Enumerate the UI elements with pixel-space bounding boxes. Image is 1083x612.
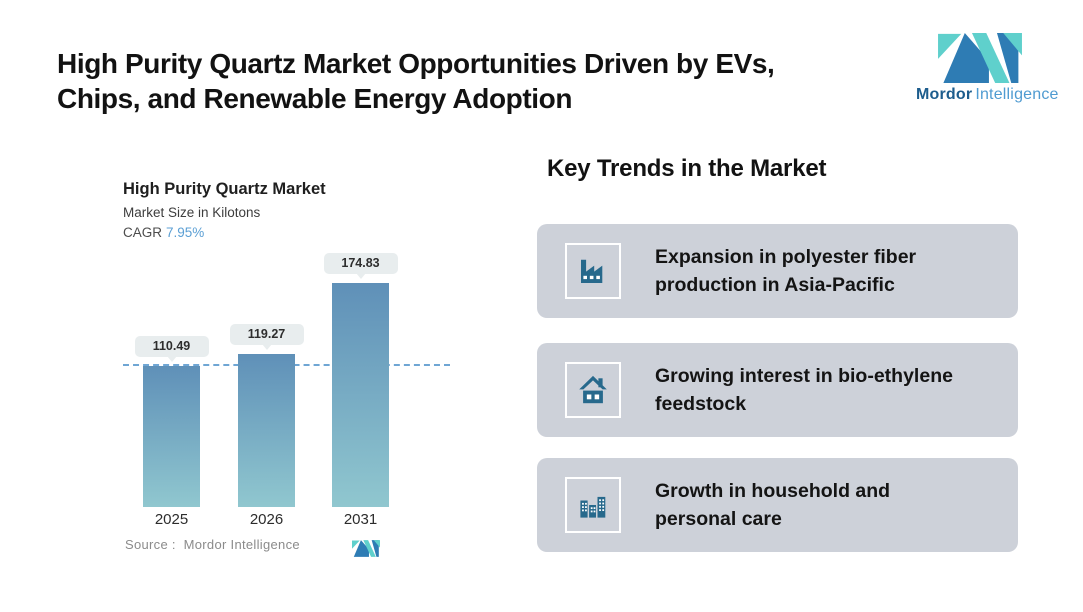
value-label-2031: 174.83 (323, 253, 398, 279)
chart-subtitle: Market Size in Kilotons (123, 205, 261, 220)
page-title: High Purity Quartz Market Opportunities … (57, 48, 775, 114)
key-trends: Key Trends in the Market Expansion in po… (537, 0, 1018, 612)
market-chart: High Purity Quartz Market Market Size in… (123, 180, 450, 590)
value-label-2025: 110.49 (134, 336, 209, 362)
brand-logo: Mordor Intelligence (916, 33, 1058, 104)
bar-plot: 110.49 119.27 174.83 (123, 245, 450, 507)
brand-name-primary: Mordor (916, 86, 973, 103)
brand-name-secondary: Intelligence (975, 86, 1059, 103)
trend-icon-box (565, 477, 621, 533)
bar-2026 (238, 354, 295, 507)
cagr-value: 7.95% (166, 225, 205, 240)
value-label-2026: 119.27 (229, 324, 304, 350)
source-text: Source : Mordor Intelligence (125, 537, 300, 552)
trend-text: Growing interest in bio-ethylene feedsto… (655, 365, 953, 415)
trend-text: Expansion in polyester fiber production … (655, 246, 917, 296)
mordor-intelligence-logo-icon-small (352, 540, 380, 557)
bar-2025 (143, 366, 200, 507)
bar-2031 (332, 283, 389, 507)
house-icon (579, 375, 607, 404)
x-tick-2031: 2031 (343, 511, 378, 528)
chart-cagr: CAGR 7.95% (123, 225, 450, 240)
trend-card-bio-ethylene: Growing interest in bio-ethylene feedsto… (537, 343, 1018, 437)
trend-icon-box (565, 362, 621, 418)
brand-name: Mordor Intelligence (916, 86, 1058, 104)
x-tick-2026: 2026 (249, 511, 284, 528)
x-tick-2025: 2025 (154, 511, 189, 528)
buildings-icon (580, 496, 606, 518)
factory-icon (581, 259, 603, 283)
chart-title: High Purity Quartz Market (123, 180, 326, 198)
trend-card-polyester-fiber: Expansion in polyester fiber production … (537, 224, 1018, 318)
trend-text: Growth in household and personal care (655, 480, 891, 530)
trends-heading: Key Trends in the Market (547, 155, 827, 182)
cagr-label: CAGR (123, 225, 163, 240)
trend-card-household-care: Growth in household and personal care (537, 458, 1018, 552)
trend-icon-box (565, 243, 621, 299)
